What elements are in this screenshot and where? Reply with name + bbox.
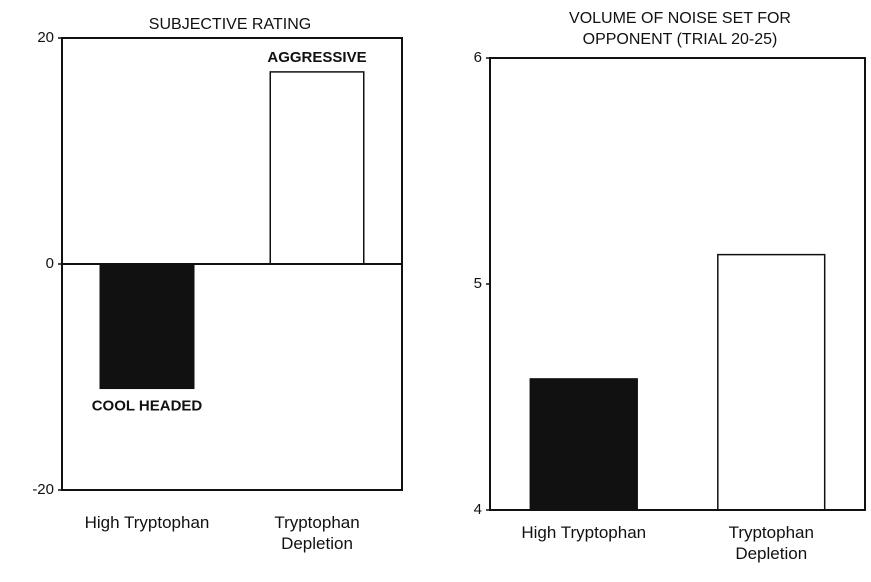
annotation: COOL HEADED xyxy=(92,397,203,414)
x-tick-label: Tryptophan Depletion xyxy=(728,523,814,563)
bar xyxy=(529,378,638,511)
bar xyxy=(269,71,365,265)
y-tick-label: 0 xyxy=(46,255,54,272)
y-tick-label: 6 xyxy=(474,49,482,66)
chart-title: VOLUME OF NOISE SET FOR OPPONENT (TRIAL … xyxy=(569,10,791,48)
chart-title: SUBJECTIVE RATING xyxy=(148,16,312,33)
y-tick-label: 5 xyxy=(474,275,482,292)
x-tick-label: High Tryptophan xyxy=(84,513,210,532)
x-tick-label: Tryptophan Depletion xyxy=(274,513,360,553)
x-tick-label: High Tryptophan xyxy=(521,523,647,542)
bar xyxy=(99,263,195,390)
annotation: AGGRESSIVE xyxy=(267,49,366,66)
y-tick-label: 20 xyxy=(37,29,54,46)
bar xyxy=(717,253,826,511)
plot-frame xyxy=(489,57,866,511)
y-tick-label: 4 xyxy=(474,501,482,518)
y-tick-label: -20 xyxy=(32,481,54,498)
